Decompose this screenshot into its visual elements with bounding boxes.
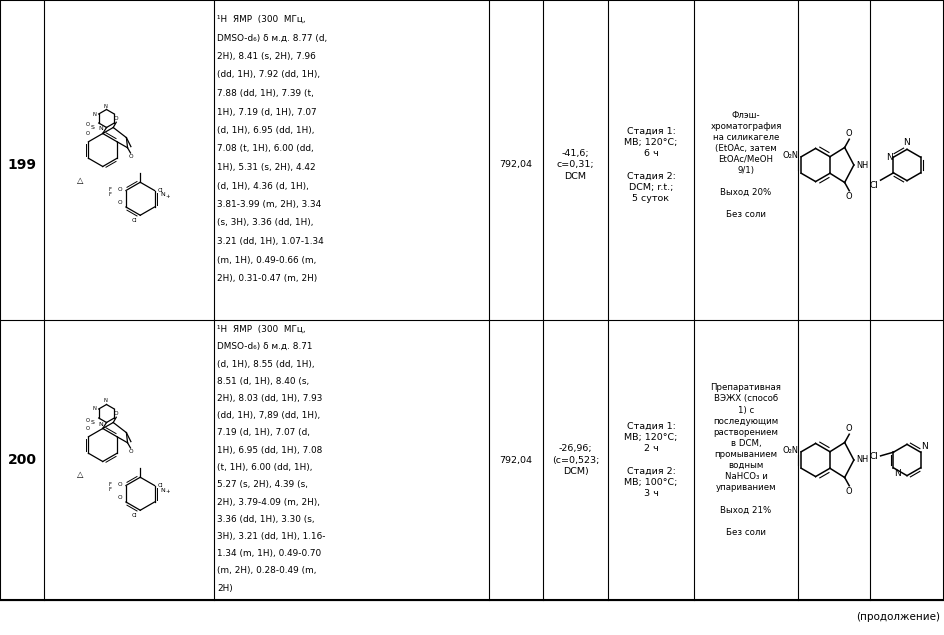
Text: Стадия 1:
МВ; 120°C;
2 ч

Стадия 2:
МВ; 100°C;
3 ч: Стадия 1: МВ; 120°C; 2 ч Стадия 2: МВ; 1…: [624, 422, 678, 498]
Text: 200: 200: [8, 453, 37, 467]
Text: O: O: [117, 482, 122, 487]
Text: 7.88 (dd, 1H), 7.39 (t,: 7.88 (dd, 1H), 7.39 (t,: [217, 89, 313, 98]
Text: Cl: Cl: [158, 188, 163, 193]
Text: 2H), 0.31-0.47 (m, 2H): 2H), 0.31-0.47 (m, 2H): [217, 274, 317, 283]
Text: S: S: [91, 125, 94, 130]
Text: Cl: Cl: [131, 218, 137, 224]
Text: Cl: Cl: [869, 181, 879, 190]
Text: 5.27 (s, 2H), 4.39 (s,: 5.27 (s, 2H), 4.39 (s,: [217, 480, 308, 489]
Text: 3.21 (dd, 1H), 1.07-1.34: 3.21 (dd, 1H), 1.07-1.34: [217, 237, 324, 246]
Text: N: N: [921, 442, 928, 451]
Text: O₂N: O₂N: [783, 446, 799, 455]
Text: F: F: [109, 192, 111, 197]
Text: N: N: [160, 488, 165, 493]
Text: 7.19 (d, 1H), 7.07 (d,: 7.19 (d, 1H), 7.07 (d,: [217, 429, 310, 438]
Text: O: O: [117, 495, 122, 500]
Text: O: O: [846, 130, 852, 138]
Text: N: N: [98, 126, 103, 131]
Text: 792,04: 792,04: [499, 455, 532, 464]
Text: 2H), 3.79-4.09 (m, 2H),: 2H), 3.79-4.09 (m, 2H),: [217, 497, 320, 507]
Text: O: O: [846, 192, 852, 201]
Text: ¹H  ЯМР  (300  МГц,: ¹H ЯМР (300 МГц,: [217, 15, 306, 24]
Text: Cl: Cl: [869, 452, 879, 461]
Text: (m, 1H), 0.49-0.66 (m,: (m, 1H), 0.49-0.66 (m,: [217, 255, 316, 265]
Text: 3H), 3.21 (dd, 1H), 1.16-: 3H), 3.21 (dd, 1H), 1.16-: [217, 532, 326, 541]
Text: 1H), 5.31 (s, 2H), 4.42: 1H), 5.31 (s, 2H), 4.42: [217, 163, 315, 172]
Text: S: S: [91, 420, 94, 425]
Text: (dd, 1H), 7.92 (dd, 1H),: (dd, 1H), 7.92 (dd, 1H),: [217, 70, 320, 79]
Text: (d, 1H), 8.55 (dd, 1H),: (d, 1H), 8.55 (dd, 1H),: [217, 359, 314, 368]
Text: O: O: [128, 449, 133, 454]
Text: Cl: Cl: [131, 513, 137, 518]
Text: (dd, 1H), 7,89 (dd, 1H),: (dd, 1H), 7,89 (dd, 1H),: [217, 411, 320, 420]
Text: (d, 1H), 6.95 (dd, 1H),: (d, 1H), 6.95 (dd, 1H),: [217, 126, 314, 135]
Text: N: N: [104, 104, 108, 109]
Text: (s, 3H), 3.36 (dd, 1H),: (s, 3H), 3.36 (dd, 1H),: [217, 218, 313, 227]
Text: O: O: [117, 187, 122, 192]
Text: 2H), 8.41 (s, 2H), 7.96: 2H), 8.41 (s, 2H), 7.96: [217, 52, 315, 61]
Text: O: O: [114, 411, 119, 417]
Text: 8.51 (d, 1H), 8.40 (s,: 8.51 (d, 1H), 8.40 (s,: [217, 377, 310, 385]
Text: 792,04: 792,04: [499, 161, 532, 170]
Text: 1H), 7.19 (d, 1H), 7.07: 1H), 7.19 (d, 1H), 7.07: [217, 107, 316, 116]
Text: F: F: [109, 482, 111, 487]
Text: O: O: [846, 424, 852, 433]
Text: Препаративная
ВЭЖХ (способ
1) с
последующим
растворением
в DCM,
промыванием
водн: Препаративная ВЭЖХ (способ 1) с последую…: [711, 384, 782, 537]
Text: 1.34 (m, 1H), 0.49-0.70: 1.34 (m, 1H), 0.49-0.70: [217, 549, 321, 558]
Text: ¹H  ЯМР  (300  МГц,: ¹H ЯМР (300 МГц,: [217, 325, 306, 334]
Text: O: O: [86, 123, 91, 128]
Text: (m, 2H), 0.28-0.49 (m,: (m, 2H), 0.28-0.49 (m,: [217, 566, 316, 575]
Text: O: O: [128, 154, 133, 159]
Text: F: F: [109, 487, 111, 491]
Text: 7.08 (t, 1H), 6.00 (dd,: 7.08 (t, 1H), 6.00 (dd,: [217, 145, 313, 154]
Text: O: O: [117, 200, 122, 205]
Text: 2H): 2H): [217, 584, 233, 592]
Text: 1H), 6.95 (dd, 1H), 7.08: 1H), 6.95 (dd, 1H), 7.08: [217, 446, 322, 455]
Text: 3.81-3.99 (m, 2H), 3.34: 3.81-3.99 (m, 2H), 3.34: [217, 200, 321, 209]
Text: NH: NH: [856, 455, 868, 464]
Text: DMSO-d₆) δ м.д. 8.77 (d,: DMSO-d₆) δ м.д. 8.77 (d,: [217, 34, 328, 43]
Text: N: N: [93, 406, 96, 411]
Text: Стадия 1:
МВ; 120°C;
6 ч

Стадия 2:
DCM; r.t.;
5 суток: Стадия 1: МВ; 120°C; 6 ч Стадия 2: DCM; …: [624, 127, 678, 203]
Text: △: △: [77, 471, 83, 479]
Text: DMSO-d₆) δ м.д. 8.71: DMSO-d₆) δ м.д. 8.71: [217, 342, 312, 351]
Text: N: N: [104, 399, 108, 403]
Text: -26,96;
(c=0,523;
DCM): -26,96; (c=0,523; DCM): [552, 444, 599, 476]
Text: N: N: [93, 112, 96, 116]
Text: F: F: [109, 187, 111, 192]
Text: Cl: Cl: [158, 483, 163, 488]
Text: N: N: [903, 138, 910, 147]
Text: N: N: [160, 192, 165, 197]
Text: Флэш-
хроматография
на силикагеле
(EtOAc, затем
EtOAc/MeOH
9/1)

Выход 20%

Без : Флэш- хроматография на силикагеле (EtOAc…: [710, 110, 782, 220]
Text: (продолжение): (продолжение): [856, 612, 940, 622]
Text: N: N: [895, 469, 902, 478]
Text: N: N: [885, 152, 892, 162]
Text: O: O: [86, 426, 91, 431]
Text: NH: NH: [856, 161, 868, 170]
Text: 3.36 (dd, 1H), 3.30 (s,: 3.36 (dd, 1H), 3.30 (s,: [217, 515, 314, 524]
Text: O: O: [86, 417, 91, 422]
Text: 199: 199: [8, 158, 37, 172]
Text: △: △: [77, 175, 83, 185]
Text: O₂N: O₂N: [783, 151, 799, 160]
Text: O: O: [86, 131, 91, 137]
Text: (t, 1H), 6.00 (dd, 1H),: (t, 1H), 6.00 (dd, 1H),: [217, 463, 312, 472]
Text: (d, 1H), 4.36 (d, 1H),: (d, 1H), 4.36 (d, 1H),: [217, 182, 309, 190]
Text: +: +: [165, 489, 170, 494]
Text: +: +: [165, 194, 170, 199]
Text: -41,6;
c=0,31;
DCM: -41,6; c=0,31; DCM: [557, 149, 595, 180]
Text: 2H), 8.03 (dd, 1H), 7.93: 2H), 8.03 (dd, 1H), 7.93: [217, 394, 322, 403]
Text: O: O: [114, 116, 119, 121]
Text: O: O: [846, 487, 852, 496]
Text: N: N: [98, 422, 103, 427]
